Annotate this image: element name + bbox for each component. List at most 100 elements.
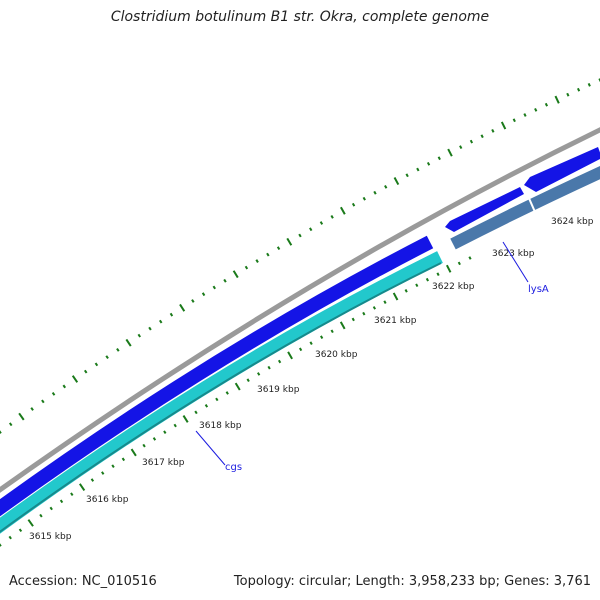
gc-track-dot: [416, 167, 420, 172]
gc-track-dot: [223, 278, 227, 283]
gc-track-dot: [286, 237, 293, 246]
reverse-cds-cgs: [0, 251, 443, 534]
gc-track-dot: [179, 303, 186, 312]
ruler-tick: [111, 464, 115, 468]
ruler-label-3620: 3620 kbp: [315, 350, 358, 360]
gc-track-dot: [459, 145, 463, 149]
gc-track-dot: [319, 221, 324, 225]
ruler-tick: [392, 292, 399, 301]
gc-track-dot: [201, 292, 206, 297]
ruler-tick: [225, 391, 229, 395]
ruler-tick: [257, 372, 261, 376]
gc-track-dot: [105, 355, 109, 360]
ruler-tick: [287, 351, 293, 360]
ruler-label-3616: 3616 kbp: [86, 495, 129, 505]
forward-cds-arrow-1: [445, 187, 524, 232]
ruler-tick: [404, 289, 408, 293]
ruler-label-3615: 3615 kbp: [29, 532, 72, 542]
gc-track-dot: [62, 384, 67, 389]
gc-track-dot: [0, 430, 2, 434]
ruler-label-3623: 3623 kbp: [492, 249, 535, 259]
gc-track-dot: [255, 259, 259, 263]
ruler-tick: [27, 519, 34, 527]
reverse-cds-lysa: [450, 165, 600, 250]
ruler-tick: [8, 535, 12, 540]
gc-track-dot: [330, 214, 334, 219]
gc-content-track: [0, 78, 600, 434]
ruler-tick: [152, 437, 157, 441]
accession-text: Accession: NC_010516: [9, 574, 157, 589]
ruler-label-3619: 3619 kbp: [257, 385, 300, 395]
gc-track-dot: [41, 399, 45, 404]
ruler-tick: [39, 513, 43, 518]
ruler-tick: [309, 341, 313, 346]
gc-track-dot: [362, 196, 366, 201]
ruler-tick: [49, 506, 53, 511]
ruler-tick: [215, 397, 219, 402]
gc-track-dot: [523, 113, 527, 117]
gc-track-dot: [159, 319, 163, 324]
gc-track-dot: [544, 102, 549, 107]
ruler-tick: [351, 317, 355, 322]
gene-leader-lysa: [502, 241, 529, 283]
gc-track-dot: [351, 202, 356, 207]
ruler-label-3624: 3624 kbp: [551, 217, 594, 227]
ruler-tick: [246, 378, 250, 383]
ruler-tick: [234, 382, 241, 391]
gc-track-dot: [426, 161, 431, 166]
gc-track-dot: [51, 392, 56, 396]
ruler-tick: [457, 261, 461, 266]
genome-backbone: [0, 127, 600, 493]
ruler-tick: [130, 448, 137, 457]
ruler-tick: [425, 277, 429, 282]
gene-label-cgs[interactable]: cgs: [225, 462, 242, 473]
ruler-tick: [372, 306, 376, 310]
ruler-label-3621: 3621 kbp: [374, 316, 417, 326]
gc-track-dot: [373, 190, 377, 195]
ruler-tick: [383, 300, 387, 304]
gc-track-dot: [94, 362, 99, 367]
ruler-tick: [70, 492, 74, 496]
reverse-cds-cgs-edge: [0, 262, 442, 533]
gc-track-dot: [212, 285, 216, 290]
ruler-tick: [339, 321, 346, 330]
ruler-labels: 3615 kbp 3616 kbp 3617 kbp 3618 kbp 3619…: [29, 217, 594, 542]
ruler-tick: [445, 264, 452, 273]
gc-track-dot: [71, 375, 79, 383]
ruler-tick: [194, 410, 198, 415]
ruler-tick: [320, 335, 324, 340]
gc-track-dot: [125, 338, 132, 347]
ruler-tick: [182, 415, 189, 423]
ruler-tick: [79, 483, 86, 491]
forward-cds-arrow-2: [524, 147, 600, 192]
ruler-tick: [204, 404, 209, 408]
ruler-tick: [330, 329, 334, 334]
gene-label-lysa[interactable]: lysA: [528, 284, 549, 295]
gc-track-dot: [576, 87, 581, 92]
gc-track-dot: [266, 252, 270, 257]
gc-track-dot: [232, 270, 239, 279]
ruler-tick: [362, 311, 366, 316]
gc-track-dot: [340, 206, 346, 215]
gc-track-dot: [30, 407, 34, 411]
gc-track-dot: [169, 312, 174, 317]
gc-track-dot: [244, 265, 249, 270]
gc-track-dot: [554, 95, 560, 104]
ruler-tick: [90, 478, 95, 482]
forward-cds-main: [0, 235, 434, 517]
gene-leader-cgs: [195, 430, 226, 466]
ruler-tick: [59, 499, 64, 504]
gc-track-dot: [18, 412, 25, 421]
gc-track-dot: [447, 148, 453, 157]
gc-track-dot: [191, 299, 195, 303]
ruler-label-3617: 3617 kbp: [142, 458, 185, 468]
gc-track-dot: [469, 139, 474, 144]
ruler-tick: [142, 443, 146, 448]
ruler-tick: [163, 430, 167, 434]
gc-track-dot: [116, 348, 120, 352]
gc-track-dot: [276, 246, 281, 251]
ruler-tick: [277, 359, 282, 364]
ruler-tick: [415, 283, 419, 288]
gc-track-dot: [491, 128, 495, 133]
